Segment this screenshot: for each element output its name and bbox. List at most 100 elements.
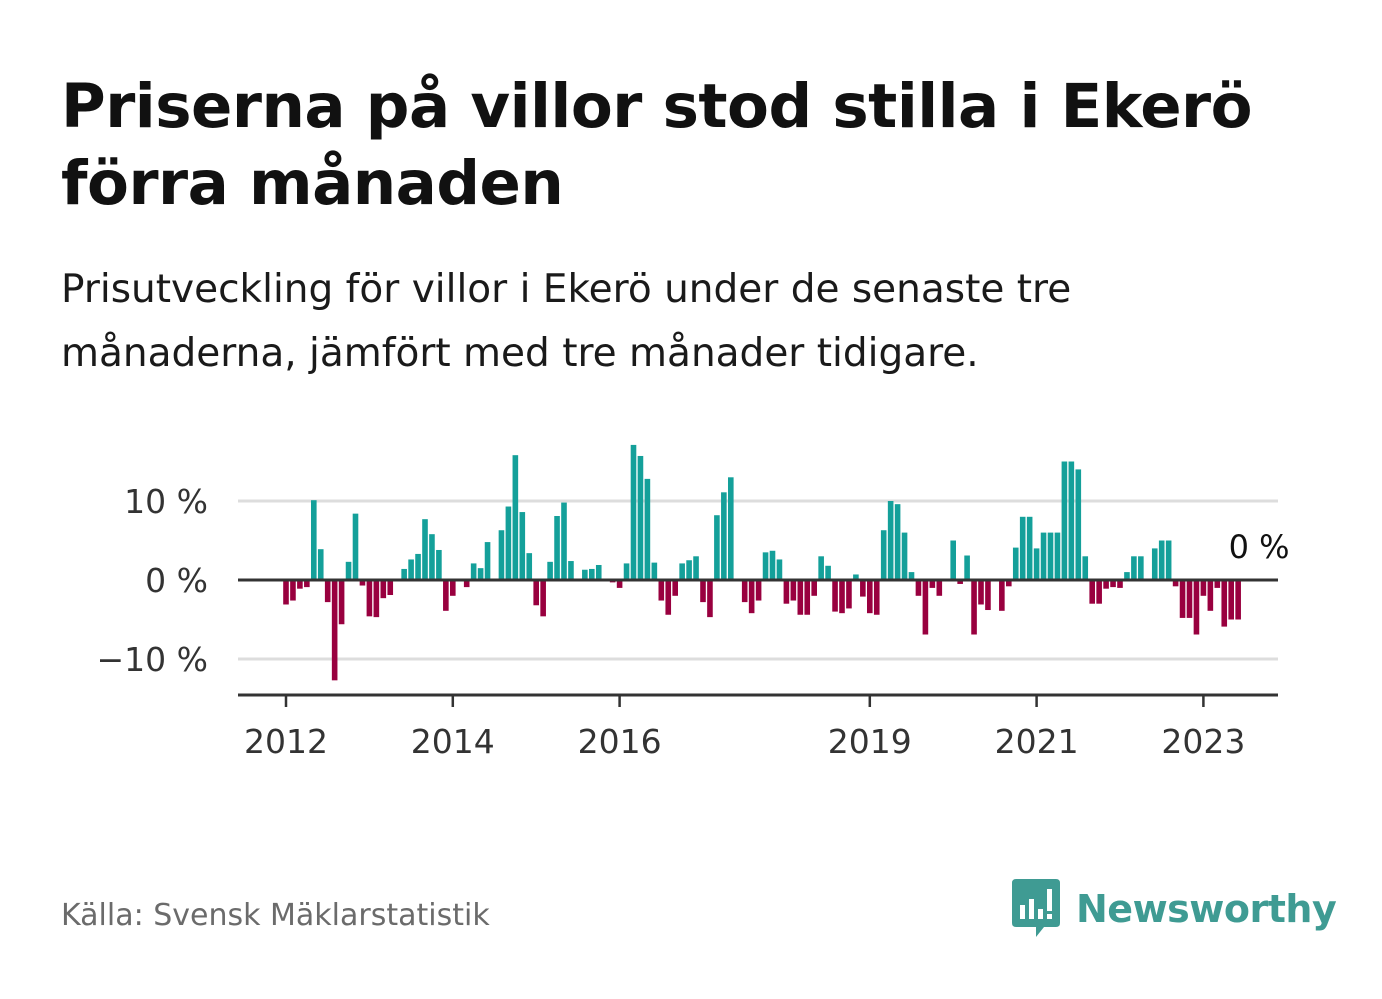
bar (825, 565, 831, 580)
bar (1179, 580, 1186, 618)
bar (1172, 580, 1179, 587)
bar (519, 512, 526, 580)
bar (568, 561, 574, 580)
bar (846, 580, 852, 609)
bar (971, 580, 977, 635)
bar (1019, 516, 1026, 580)
tick-labels: −10 % 0 % 10 % 2012 2014 2016 2019 2021 2023 0 % (97, 482, 1290, 761)
bar (790, 580, 797, 601)
bar (1228, 580, 1234, 620)
bar (915, 580, 922, 596)
bar (721, 492, 727, 580)
bar (658, 580, 665, 601)
x-tick-label: 2021 (995, 722, 1079, 761)
bar (1235, 580, 1241, 620)
bar (853, 574, 859, 580)
bar (936, 580, 943, 596)
bar (797, 580, 804, 615)
bar (873, 580, 880, 615)
bar (317, 549, 324, 580)
y-tick-label: −10 % (97, 640, 209, 679)
bar (839, 580, 845, 614)
last-value-label: 0 % (1229, 528, 1290, 566)
bar (352, 513, 359, 580)
bar (867, 580, 873, 614)
bar (741, 580, 748, 603)
bar (1006, 580, 1012, 587)
bar (707, 580, 713, 618)
gridlines (238, 499, 1278, 661)
bar (755, 580, 762, 601)
brand-name: Newsworthy (1076, 887, 1337, 931)
bar (901, 532, 908, 580)
bar (978, 580, 984, 605)
bar (985, 580, 991, 611)
bar (957, 580, 963, 584)
bar (1026, 516, 1033, 580)
bar (297, 580, 303, 589)
bar (1151, 548, 1158, 580)
bar (665, 580, 672, 615)
bar (1082, 556, 1089, 580)
bar (1138, 556, 1144, 580)
bar (637, 455, 644, 580)
bar (804, 580, 811, 615)
bar (894, 504, 901, 580)
bar (373, 580, 380, 618)
x-tick-label: 2023 (1161, 722, 1245, 761)
bar (422, 519, 428, 580)
bar (1061, 461, 1068, 580)
bar (338, 580, 345, 625)
bar (922, 580, 929, 635)
bar (651, 562, 658, 580)
bar (811, 580, 817, 596)
bar (1110, 580, 1116, 588)
bar (1165, 540, 1172, 580)
bar (443, 580, 449, 611)
bar (776, 559, 783, 580)
bar (429, 534, 435, 580)
brand-logo: Newsworthy (1010, 878, 1337, 940)
bar (547, 561, 553, 580)
bar (832, 580, 838, 612)
x-tick-label: 2016 (578, 722, 662, 761)
bar (450, 580, 456, 596)
bar (540, 580, 546, 617)
bar (1117, 580, 1123, 588)
bar (679, 563, 685, 580)
bar (950, 540, 956, 580)
bar (686, 560, 692, 580)
bar (880, 530, 887, 580)
bar (762, 552, 769, 580)
bar (589, 568, 595, 580)
bar (484, 542, 491, 580)
y-tick-label: 0 % (145, 561, 208, 600)
axes (238, 578, 1278, 707)
bar (345, 561, 352, 580)
bar (1221, 580, 1228, 627)
bar (1214, 580, 1221, 588)
bar (1131, 556, 1137, 580)
bar (595, 564, 602, 580)
bar (887, 501, 894, 580)
bar (477, 568, 484, 580)
bar (783, 580, 790, 604)
bar (748, 580, 755, 614)
bar (401, 568, 407, 580)
bar (512, 455, 519, 580)
bar (860, 580, 866, 597)
bar (1012, 547, 1019, 580)
bar (929, 580, 936, 588)
x-tick-label: 2012 (244, 722, 328, 761)
bar (769, 550, 776, 580)
bar (1054, 532, 1061, 580)
x-tick-label: 2019 (828, 722, 912, 761)
bar (818, 556, 824, 580)
bar (436, 549, 442, 580)
bar (561, 502, 567, 580)
bar (554, 516, 560, 580)
bar (283, 580, 289, 605)
bar (908, 572, 915, 580)
bar (470, 563, 477, 580)
bar (533, 580, 539, 606)
